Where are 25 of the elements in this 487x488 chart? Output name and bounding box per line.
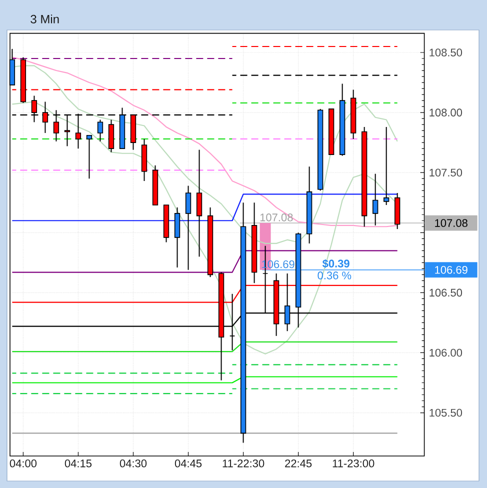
x-tick-label: 04:45 xyxy=(174,460,202,468)
y-tick-label: 108.50 xyxy=(430,48,462,56)
x-tick-label: 11-22:30 xyxy=(222,460,264,468)
annotation: 0.36 % xyxy=(318,272,352,280)
x-tick-label: 04:00 xyxy=(10,460,37,468)
ref-line-label: 106.69 xyxy=(435,266,468,274)
x-tick-label: 04:15 xyxy=(64,460,92,468)
candlestick xyxy=(372,173,378,226)
x-tick-label: 22:45 xyxy=(285,460,312,468)
y-tick-label: 106.00 xyxy=(430,348,462,357)
annotation: 107.08 xyxy=(260,214,293,222)
candlestick xyxy=(86,134,92,180)
y-tick-label: 107.50 xyxy=(430,168,462,176)
candlestick xyxy=(185,185,192,270)
candlestick xyxy=(97,119,104,142)
y-tick-label: 105.50 xyxy=(430,408,462,417)
chart-title: 3 Min xyxy=(30,14,59,24)
candlestick xyxy=(196,149,202,258)
candlestick xyxy=(384,126,390,206)
ref-line-label: 107.08 xyxy=(435,219,468,227)
y-tick-label: 108.00 xyxy=(430,108,462,116)
annotation: $0.39 xyxy=(322,259,350,268)
x-tick-label: 11-23:00 xyxy=(332,460,374,468)
x-tick-label: 04:30 xyxy=(120,460,147,468)
y-tick-label: 106.50 xyxy=(430,288,462,297)
